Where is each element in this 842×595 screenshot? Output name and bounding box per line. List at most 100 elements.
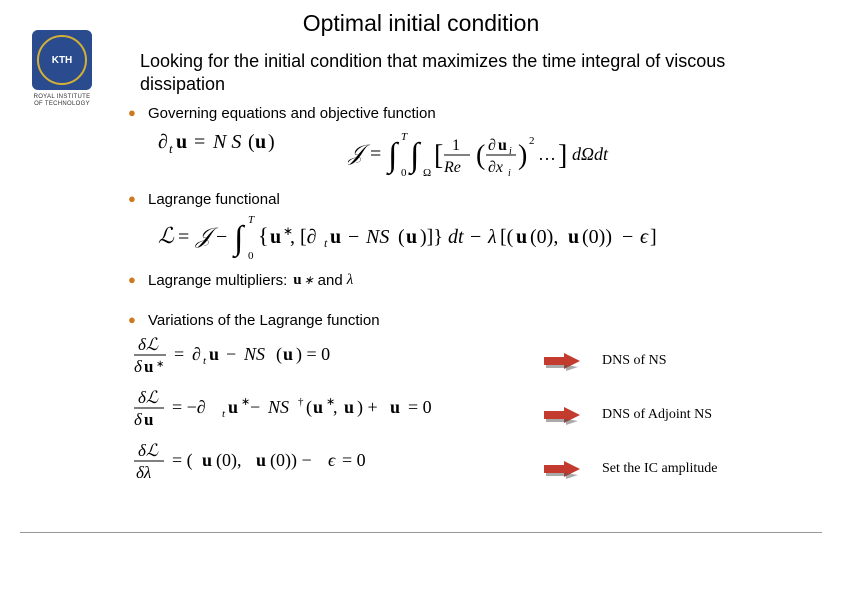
bullet-multipliers: Lagrange multipliers: u∗ and λ bbox=[128, 271, 812, 291]
svg-text:) +: ) + bbox=[357, 397, 378, 418]
svg-text:−: − bbox=[250, 397, 260, 417]
symbol-u-star: u bbox=[293, 271, 301, 291]
svg-text:∂x: ∂x bbox=[488, 159, 503, 176]
svg-text:t: t bbox=[203, 355, 207, 367]
intro-text: Looking for the initial condition that m… bbox=[140, 50, 802, 97]
svg-text:,: , bbox=[333, 397, 338, 417]
svg-text:(0)) −: (0)) − bbox=[270, 450, 312, 471]
svg-text:]: ] bbox=[558, 140, 567, 171]
bullet-governing: Governing equations and objective functi… bbox=[128, 104, 812, 124]
svg-text:{: { bbox=[258, 223, 269, 248]
svg-text:ϵ: ϵ bbox=[328, 450, 336, 470]
svg-text:]: ] bbox=[650, 226, 657, 248]
svg-text:u: u bbox=[516, 226, 527, 248]
svg-text:δ: δ bbox=[134, 357, 143, 376]
svg-text:u: u bbox=[406, 226, 417, 248]
slide-title: Optimal initial condition bbox=[0, 10, 842, 37]
symbol-star: ∗ bbox=[304, 273, 314, 289]
svg-text:−: − bbox=[226, 344, 236, 364]
svg-text:(0)): (0)) bbox=[582, 226, 612, 248]
footer-divider bbox=[20, 532, 822, 533]
svg-text:): ) bbox=[268, 131, 275, 153]
svg-text:(0),: (0), bbox=[216, 450, 242, 471]
svg-text:δλ: δλ bbox=[136, 463, 151, 482]
svg-text:δℒ: δℒ bbox=[138, 335, 159, 354]
svg-text:u: u bbox=[255, 131, 266, 153]
svg-text:u: u bbox=[256, 450, 266, 470]
svg-text:−: − bbox=[348, 226, 359, 248]
svg-text:1: 1 bbox=[452, 137, 460, 154]
svg-text:t: t bbox=[324, 236, 328, 250]
svg-text:[: [ bbox=[434, 140, 443, 171]
eq-governing-row: ∂ t u = N S ( u ) 𝒥 = ∫ T 0 ∫ Ω [ 1 Re (… bbox=[158, 128, 812, 182]
svg-text:…: … bbox=[538, 144, 556, 164]
var-row-3: Set the IC amplitude bbox=[542, 442, 802, 496]
svg-text:∫: ∫ bbox=[232, 220, 246, 259]
svg-text:u: u bbox=[313, 397, 323, 417]
svg-text:(: ( bbox=[276, 344, 282, 365]
svg-text:i: i bbox=[508, 168, 511, 179]
svg-text:(0),: (0), bbox=[530, 226, 558, 248]
svg-text:= −∂: = −∂ bbox=[172, 397, 206, 417]
svg-text:∂: ∂ bbox=[192, 344, 201, 364]
svg-text:∫: ∫ bbox=[386, 137, 400, 176]
var-label-2: DNS of Adjoint NS bbox=[602, 407, 712, 423]
svg-text:δℒ: δℒ bbox=[138, 388, 159, 407]
svg-text:u: u bbox=[209, 344, 219, 364]
svg-text:=: = bbox=[178, 226, 189, 248]
svg-text:= 0: = 0 bbox=[408, 397, 432, 417]
svg-text:NS: NS bbox=[365, 226, 389, 248]
eq-var-3: δℒ δλ = ( u (0), u (0)) − ϵ = 0 bbox=[128, 438, 498, 484]
svg-text:u: u bbox=[176, 131, 187, 153]
svg-text:∗: ∗ bbox=[241, 396, 250, 408]
var-label-1: DNS of NS bbox=[602, 353, 667, 369]
multipliers-mid: and bbox=[318, 271, 343, 291]
svg-text:δℒ: δℒ bbox=[138, 441, 159, 460]
svg-text:(: ( bbox=[476, 140, 485, 171]
svg-text:u: u bbox=[568, 226, 579, 248]
svg-text:u: u bbox=[228, 397, 238, 417]
svg-text:(: ( bbox=[306, 397, 312, 418]
svg-text:[(: [( bbox=[500, 226, 514, 248]
svg-text:ℒ: ℒ bbox=[158, 223, 175, 248]
svg-text:0: 0 bbox=[248, 250, 254, 262]
svg-text:) = 0: ) = 0 bbox=[296, 344, 330, 365]
variation-labels: DNS of NS DNS of Adjoint NS Set the IC a… bbox=[542, 334, 802, 496]
multipliers-pre: Lagrange multipliers: bbox=[148, 271, 287, 291]
svg-text:=: = bbox=[194, 131, 205, 153]
svg-text:u: u bbox=[330, 226, 341, 248]
bullet-lagrange-func: Lagrange functional bbox=[128, 190, 812, 210]
svg-text:(: ( bbox=[398, 226, 405, 248]
eq-var-2: δℒ δ u = −∂ t u ∗ − NS † ( u ∗ , u ) + u… bbox=[128, 383, 498, 433]
svg-text:u: u bbox=[144, 410, 153, 429]
svg-text:2: 2 bbox=[529, 135, 535, 147]
bullet-variations: Variations of the Lagrange function bbox=[128, 311, 812, 331]
svg-text:Ω: Ω bbox=[423, 167, 431, 179]
svg-text:∫: ∫ bbox=[408, 137, 422, 176]
svg-text:ϵ: ϵ bbox=[640, 226, 649, 248]
svg-text:u: u bbox=[390, 397, 400, 417]
svg-text:t: t bbox=[169, 141, 173, 156]
var-row-1: DNS of NS bbox=[542, 334, 802, 388]
svg-text:t: t bbox=[222, 408, 226, 420]
svg-text:∂: ∂ bbox=[488, 137, 496, 154]
eq-lagrange: ℒ = 𝒥 − ∫ T 0 { u ∗ , [∂ t u − NS ( u )]… bbox=[158, 213, 698, 263]
eq-lagrange-row: ℒ = 𝒥 − ∫ T 0 { u ∗ , [∂ t u − NS ( u )]… bbox=[158, 213, 812, 263]
svg-text:= 0: = 0 bbox=[342, 450, 366, 470]
svg-text:u: u bbox=[202, 450, 212, 470]
svg-text:−: − bbox=[216, 226, 227, 248]
kth-logo-text: KTH bbox=[37, 35, 87, 85]
svg-text:N S: N S bbox=[212, 131, 241, 153]
svg-text:T: T bbox=[401, 131, 408, 143]
svg-text:u: u bbox=[344, 397, 354, 417]
svg-text:u: u bbox=[283, 344, 293, 364]
svg-text:T: T bbox=[248, 214, 255, 226]
svg-text:=: = bbox=[174, 344, 184, 364]
svg-text:u: u bbox=[498, 137, 507, 154]
svg-text:(: ( bbox=[248, 131, 255, 153]
logo-caption-line2: OF TECHNOLOGY bbox=[22, 101, 102, 108]
var-label-3: Set the IC amplitude bbox=[602, 461, 717, 477]
svg-text:= (: = ( bbox=[172, 450, 193, 471]
logo-caption: ROYAL INSTITUTE OF TECHNOLOGY bbox=[22, 94, 102, 108]
svg-text:𝒥: 𝒥 bbox=[348, 140, 371, 165]
